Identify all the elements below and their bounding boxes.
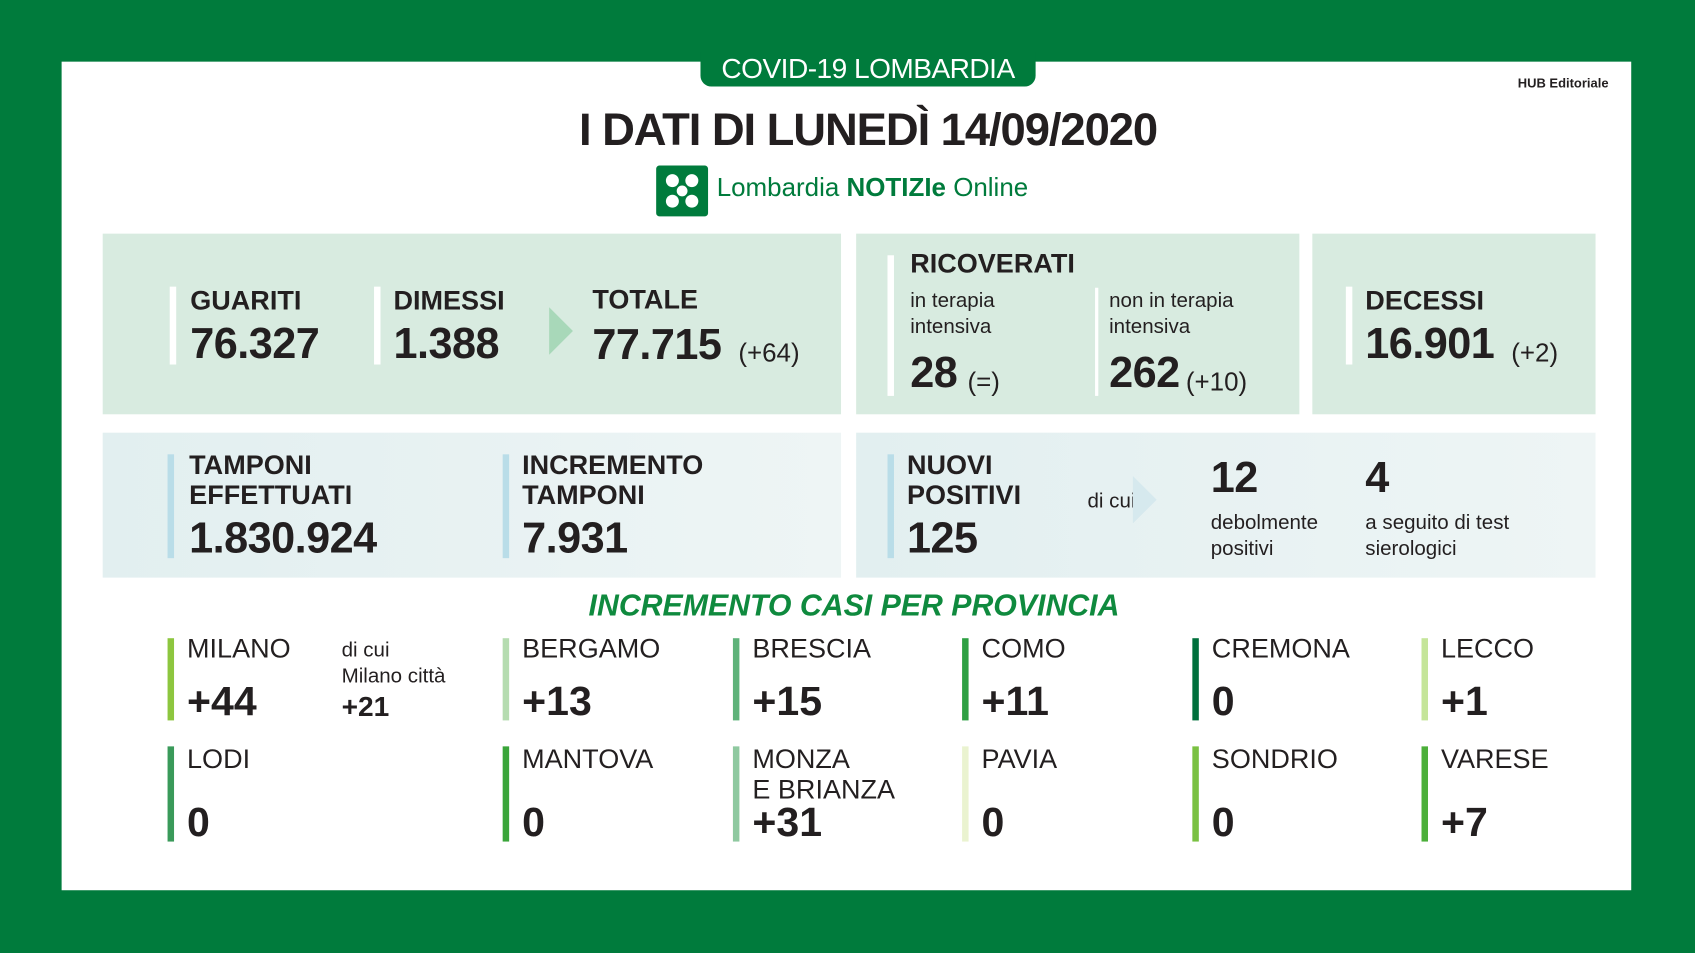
province-value: 0	[1211, 679, 1235, 725]
province-value: 0	[522, 800, 545, 846]
province-color-bar	[1192, 638, 1199, 721]
hospitalized-box	[856, 233, 1300, 415]
province-value: +31	[752, 800, 823, 846]
province-name: LODI	[187, 744, 251, 775]
province-color-bar	[167, 638, 175, 721]
di-cui-label: di cui	[1087, 490, 1136, 513]
province-name: MONZA E BRIANZA	[752, 744, 896, 805]
province-name: LECCO	[1440, 633, 1535, 665]
guariti-label: GUARITI	[190, 285, 302, 316]
publisher-label: HUB Editoriale	[1517, 75, 1609, 91]
province-name: BRESCIA	[752, 633, 872, 665]
positivi-value: 125	[906, 514, 978, 563]
province-name: COMO	[981, 633, 1066, 665]
province-color-bar	[962, 746, 969, 842]
province-name: MANTOVA	[522, 744, 654, 775]
ti-delta: (=)	[967, 367, 1000, 397]
province-value: 0	[187, 800, 210, 846]
sierologici-value: 4	[1365, 454, 1389, 502]
tamponi-label: TAMPONI EFFETTUATI	[189, 449, 353, 511]
province-color-bar	[732, 746, 740, 842]
positivi-label: NUOVI POSITIVI	[906, 449, 1022, 511]
arrow-right-icon	[1132, 475, 1157, 524]
tests-box	[102, 432, 842, 578]
deaths-box	[1312, 233, 1596, 415]
province-title: INCREMENTO CASI PER PROVINCIA	[588, 588, 1120, 622]
incremento-label: INCREMENTO TAMPONI	[522, 449, 704, 511]
province-name: SONDRIO	[1211, 744, 1338, 775]
province-name: MILANO	[187, 633, 291, 665]
province-color-bar	[502, 746, 510, 842]
dimessi-value: 1.388	[393, 320, 499, 368]
decessi-label: DECESSI	[1365, 285, 1484, 316]
ti-label: in terapia intensiva	[910, 289, 995, 339]
province-value: +44	[187, 679, 257, 725]
province-color-bar	[732, 638, 740, 721]
province-color-bar	[167, 746, 175, 842]
nti-label: non in terapia intensiva	[1109, 289, 1234, 339]
province-name: PAVIA	[981, 744, 1058, 775]
ricoverati-label: RICOVERATI	[910, 248, 1075, 280]
sierologici-label: a seguito di test sierologici	[1365, 511, 1510, 561]
decessi-delta: (+2)	[1511, 338, 1559, 368]
banner: COVID-19 LOMBARDIA	[700, 51, 1036, 87]
milano-city-value: +21	[341, 690, 390, 723]
logo-wordmark: Lombardia NOTIZIe Online	[716, 173, 1029, 203]
debolmente-value: 12	[1210, 454, 1259, 502]
guariti-value: 76.327	[190, 320, 320, 368]
province-name: CREMONA	[1211, 633, 1350, 665]
province-value: +11	[981, 679, 1049, 725]
province-color-bar	[962, 638, 969, 721]
page-title: I DATI DI LUNEDÌ 14/09/2020	[579, 103, 1158, 155]
tamponi-value: 1.830.924	[189, 514, 377, 563]
province-color-bar	[502, 638, 510, 721]
lombardia-logo-icon	[656, 165, 709, 217]
debolmente-label: debolmente positivi	[1210, 511, 1319, 561]
province-value: 0	[981, 800, 1005, 846]
province-value: +7	[1440, 800, 1488, 846]
decessi-value: 16.901	[1365, 320, 1495, 368]
dimessi-label: DIMESSI	[393, 285, 505, 316]
totale-label: TOTALE	[592, 284, 698, 315]
province-value: +13	[522, 679, 592, 725]
province-name: BERGAMO	[522, 633, 661, 665]
province-value: +15	[752, 679, 823, 725]
totale-delta: (+64)	[738, 338, 800, 368]
milano-city-label: di cui Milano città	[341, 639, 446, 688]
province-color-bar	[1192, 746, 1199, 842]
province-value: 0	[1211, 800, 1235, 846]
ti-value: 28	[910, 349, 958, 397]
new-positives-box	[856, 432, 1596, 578]
recovered-box	[102, 233, 842, 415]
arrow-right-icon	[549, 307, 573, 355]
nti-delta: (+10)	[1185, 367, 1248, 397]
province-color-bar	[1421, 746, 1429, 842]
incremento-value: 7.931	[522, 514, 628, 563]
province-value: +1	[1440, 679, 1488, 725]
province-color-bar	[1421, 638, 1429, 721]
totale-value: 77.715	[592, 321, 722, 369]
province-name: VARESE	[1440, 744, 1549, 775]
nti-value: 262	[1109, 349, 1180, 397]
